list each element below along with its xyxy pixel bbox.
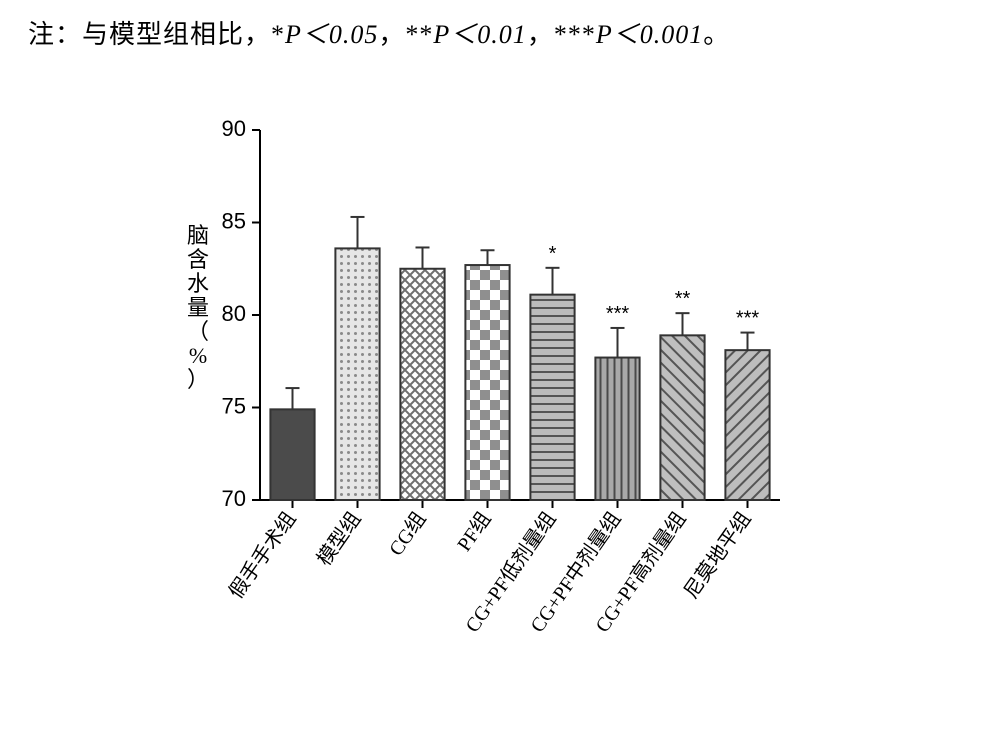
sig-2-marker: *** xyxy=(554,20,596,49)
x-tick-label: 模型组 xyxy=(312,508,365,570)
y-tick-label: 90 xyxy=(222,120,246,141)
caption-prefix: 注：与模型组相比， xyxy=(28,20,271,49)
sig-2-p: P＜0.001 xyxy=(596,20,703,49)
bar xyxy=(725,350,769,500)
bar xyxy=(335,248,379,500)
bar xyxy=(530,295,574,500)
chart-svg: 7075808590脑含水量（%）假手手术组模型组CG组PF组*CG+PF低剂量… xyxy=(170,120,810,720)
y-axis-label: 脑含水量（%） xyxy=(187,223,209,392)
y-tick-label: 85 xyxy=(222,208,246,233)
caption-suffix: 。 xyxy=(703,20,730,49)
bar xyxy=(400,269,444,500)
sig-0-marker: * xyxy=(271,20,285,49)
x-tick-label: 假手手术组 xyxy=(224,508,300,603)
caption-note: 注：与模型组相比，*P＜0.05，**P＜0.01，***P＜0.001。 xyxy=(28,14,730,51)
x-tick-label: 尼莫地平组 xyxy=(679,508,755,603)
sig-1-p: P＜0.01 xyxy=(433,20,526,49)
x-tick-label: CG组 xyxy=(384,508,430,560)
y-tick-label: 75 xyxy=(222,393,246,418)
significance-annotation: *** xyxy=(736,308,760,330)
bar xyxy=(465,265,509,500)
y-tick-label: 70 xyxy=(222,486,246,511)
significance-annotation: ** xyxy=(675,288,691,310)
bar xyxy=(595,358,639,500)
significance-annotation: *** xyxy=(606,303,630,325)
significance-annotation: * xyxy=(549,243,557,265)
sig-0-p: P＜0.05 xyxy=(285,20,378,49)
bar xyxy=(270,409,314,500)
x-tick-label: PF组 xyxy=(453,508,496,556)
bar xyxy=(660,335,704,500)
sig-1-marker: ** xyxy=(405,20,433,49)
bar-chart: 7075808590脑含水量（%）假手手术组模型组CG组PF组*CG+PF低剂量… xyxy=(170,120,810,720)
y-tick-label: 80 xyxy=(222,301,246,326)
